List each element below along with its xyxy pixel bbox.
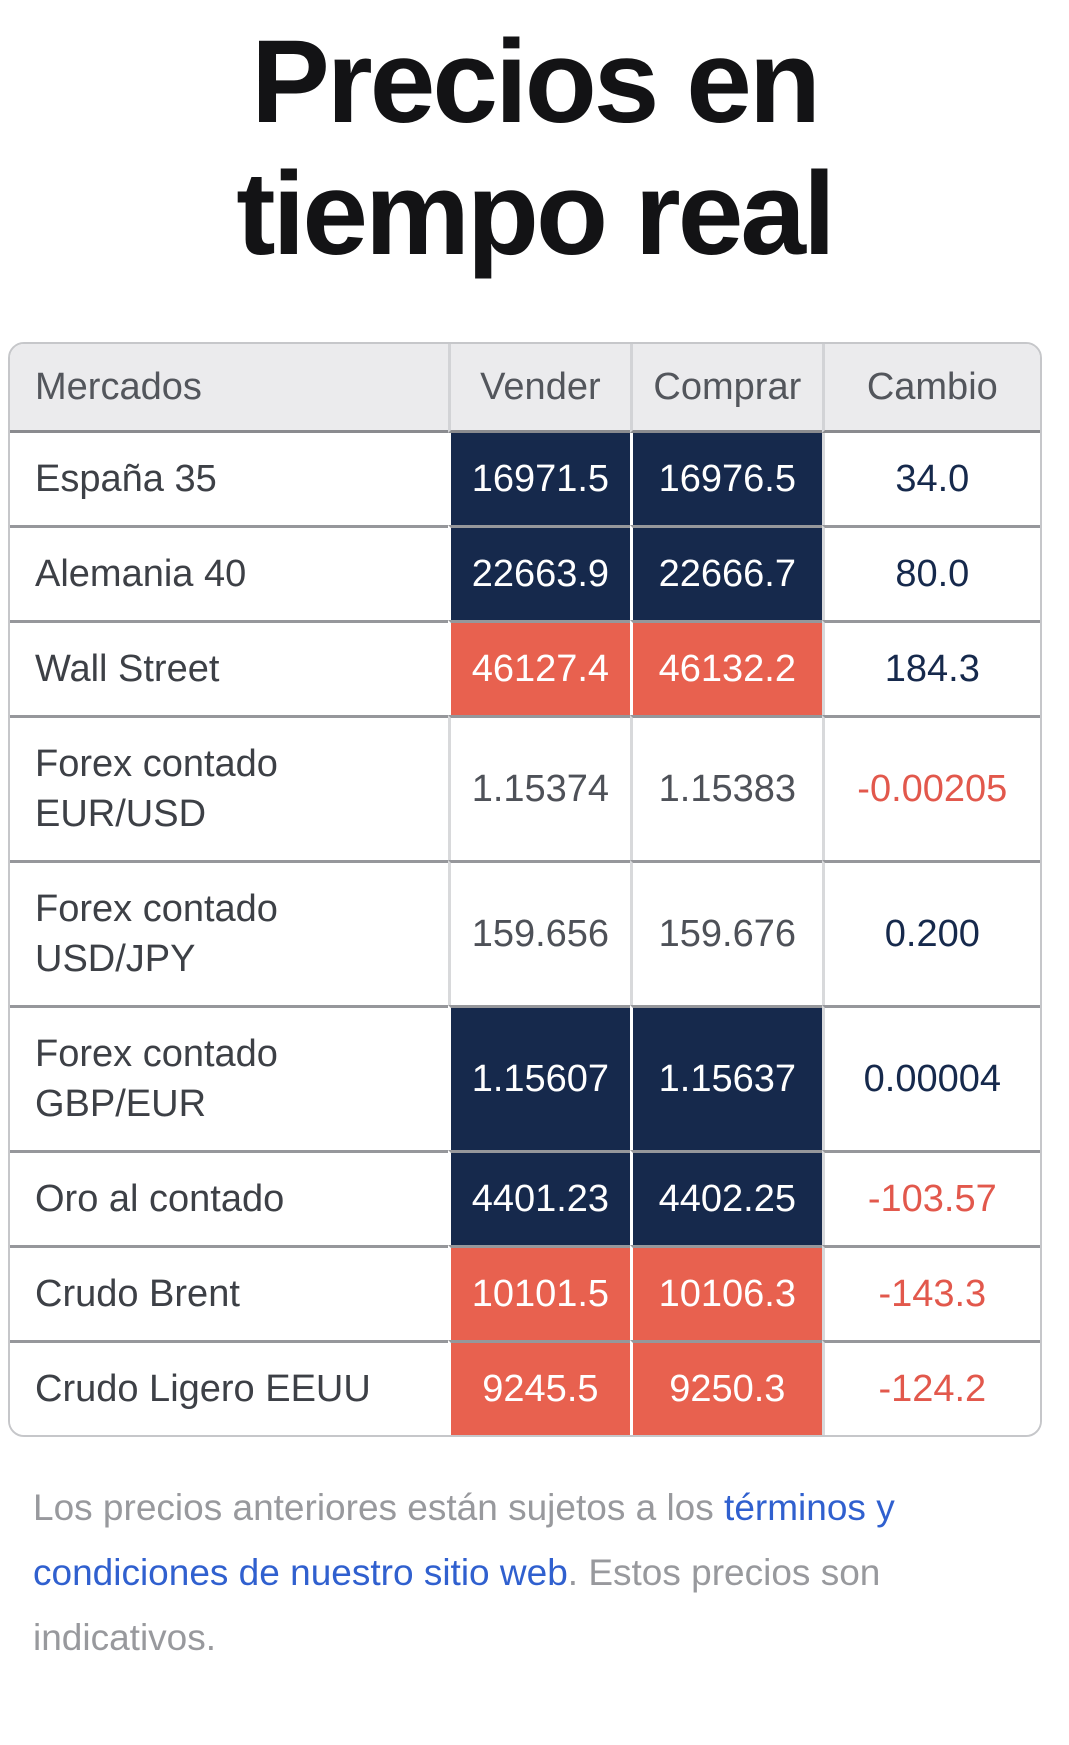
table-row: Forex contado USD/JPY 159.656 159.676 0.200	[10, 860, 1040, 1005]
buy-price-cell[interactable]: 22666.7	[630, 525, 822, 620]
table-row: Alemania 40 22663.9 22666.7 80.0	[10, 525, 1040, 620]
market-name[interactable]: Wall Street	[10, 620, 448, 715]
sell-price-cell[interactable]: 22663.9	[447, 525, 631, 620]
buy-price-cell[interactable]: 1.15383	[630, 715, 822, 860]
column-header-mercados: Mercados	[10, 344, 448, 433]
sell-price-cell[interactable]: 4401.23	[447, 1150, 631, 1245]
column-header-cambio: Cambio	[821, 344, 1040, 433]
market-name[interactable]: Alemania 40	[10, 525, 448, 620]
change-value: 0.00004	[821, 1005, 1040, 1150]
change-value: 34.0	[821, 433, 1040, 525]
buy-price-cell[interactable]: 10106.3	[630, 1245, 822, 1340]
table-row: Wall Street 46127.4 46132.2 184.3	[10, 620, 1040, 715]
buy-price-cell[interactable]: 4402.25	[630, 1150, 822, 1245]
sell-price-cell[interactable]: 46127.4	[447, 620, 631, 715]
prices-table-header: Mercados Vender Comprar Cambio	[10, 344, 1040, 433]
prices-table-body: España 35 16971.5 16976.5 34.0 Alemania 40 22…	[10, 433, 1040, 1435]
market-name[interactable]: España 35	[10, 433, 448, 525]
page-title-line1: Precios en	[251, 16, 821, 148]
page-title-line2: tiempo real	[236, 148, 836, 280]
sell-price-cell[interactable]: 9245.5	[447, 1340, 631, 1435]
change-value: 0.200	[821, 860, 1040, 1005]
prices-table-grid: Mercados Vender Comprar Cambio España 35…	[10, 344, 1040, 1435]
change-value: 80.0	[821, 525, 1040, 620]
sell-price-cell[interactable]: 10101.5	[447, 1245, 631, 1340]
buy-price-cell[interactable]: 46132.2	[630, 620, 822, 715]
disclaimer-segment: . Estos precios son	[567, 1552, 881, 1593]
prices-table: Mercados Vender Comprar Cambio España 35…	[8, 342, 1042, 1437]
disclaimer-segment: indicativos.	[33, 1617, 217, 1658]
disclaimer-text: Los precios anteriores están sujetos a l…	[33, 1475, 1024, 1670]
table-row: Crudo Brent 10101.5 10106.3 -143.3	[10, 1245, 1040, 1340]
change-value: 184.3	[821, 620, 1040, 715]
sell-price-cell[interactable]: 16971.5	[447, 433, 631, 525]
table-row: Forex contado GBP/EUR 1.15607 1.15637 0.0000…	[10, 1005, 1040, 1150]
disclaimer-segment: Los precios anteriores están sujetos a l…	[33, 1487, 725, 1528]
market-name[interactable]: Forex contado EUR/USD	[10, 715, 448, 860]
page-title: Precios en tiempo real	[0, 16, 1069, 280]
market-name[interactable]: Oro al contado	[10, 1150, 448, 1245]
market-name[interactable]: Forex contado GBP/EUR	[10, 1005, 448, 1150]
market-name[interactable]: Forex contado USD/JPY	[10, 860, 448, 1005]
change-value: -0.00205	[821, 715, 1040, 860]
column-header-vender: Vender	[447, 344, 631, 433]
change-value: -103.57	[821, 1150, 1040, 1245]
market-name[interactable]: Crudo Brent	[10, 1245, 448, 1340]
column-header-comprar: Comprar	[630, 344, 822, 433]
sell-price-cell[interactable]: 1.15607	[447, 1005, 631, 1150]
buy-price-cell[interactable]: 1.15637	[630, 1005, 822, 1150]
header-row: Mercados Vender Comprar Cambio	[10, 344, 1040, 433]
terms-conditions-link[interactable]: términos y	[724, 1487, 895, 1528]
terms-conditions-link[interactable]: condiciones de nuestro sitio web	[33, 1552, 568, 1593]
table-row: Oro al contado 4401.23 4402.25 -103.57	[10, 1150, 1040, 1245]
buy-price-cell[interactable]: 159.676	[630, 860, 822, 1005]
table-row: Crudo Ligero EEUU 9245.5 9250.3 -124.2	[10, 1340, 1040, 1435]
market-name[interactable]: Crudo Ligero EEUU	[10, 1340, 448, 1435]
sell-price-cell[interactable]: 1.15374	[447, 715, 631, 860]
buy-price-cell[interactable]: 16976.5	[630, 433, 822, 525]
table-row: Forex contado EUR/USD 1.15374 1.15383 -0.002…	[10, 715, 1040, 860]
sell-price-cell[interactable]: 159.656	[447, 860, 631, 1005]
change-value: -143.3	[821, 1245, 1040, 1340]
table-row: España 35 16971.5 16976.5 34.0	[10, 433, 1040, 525]
change-value: -124.2	[821, 1340, 1040, 1435]
buy-price-cell[interactable]: 9250.3	[630, 1340, 822, 1435]
